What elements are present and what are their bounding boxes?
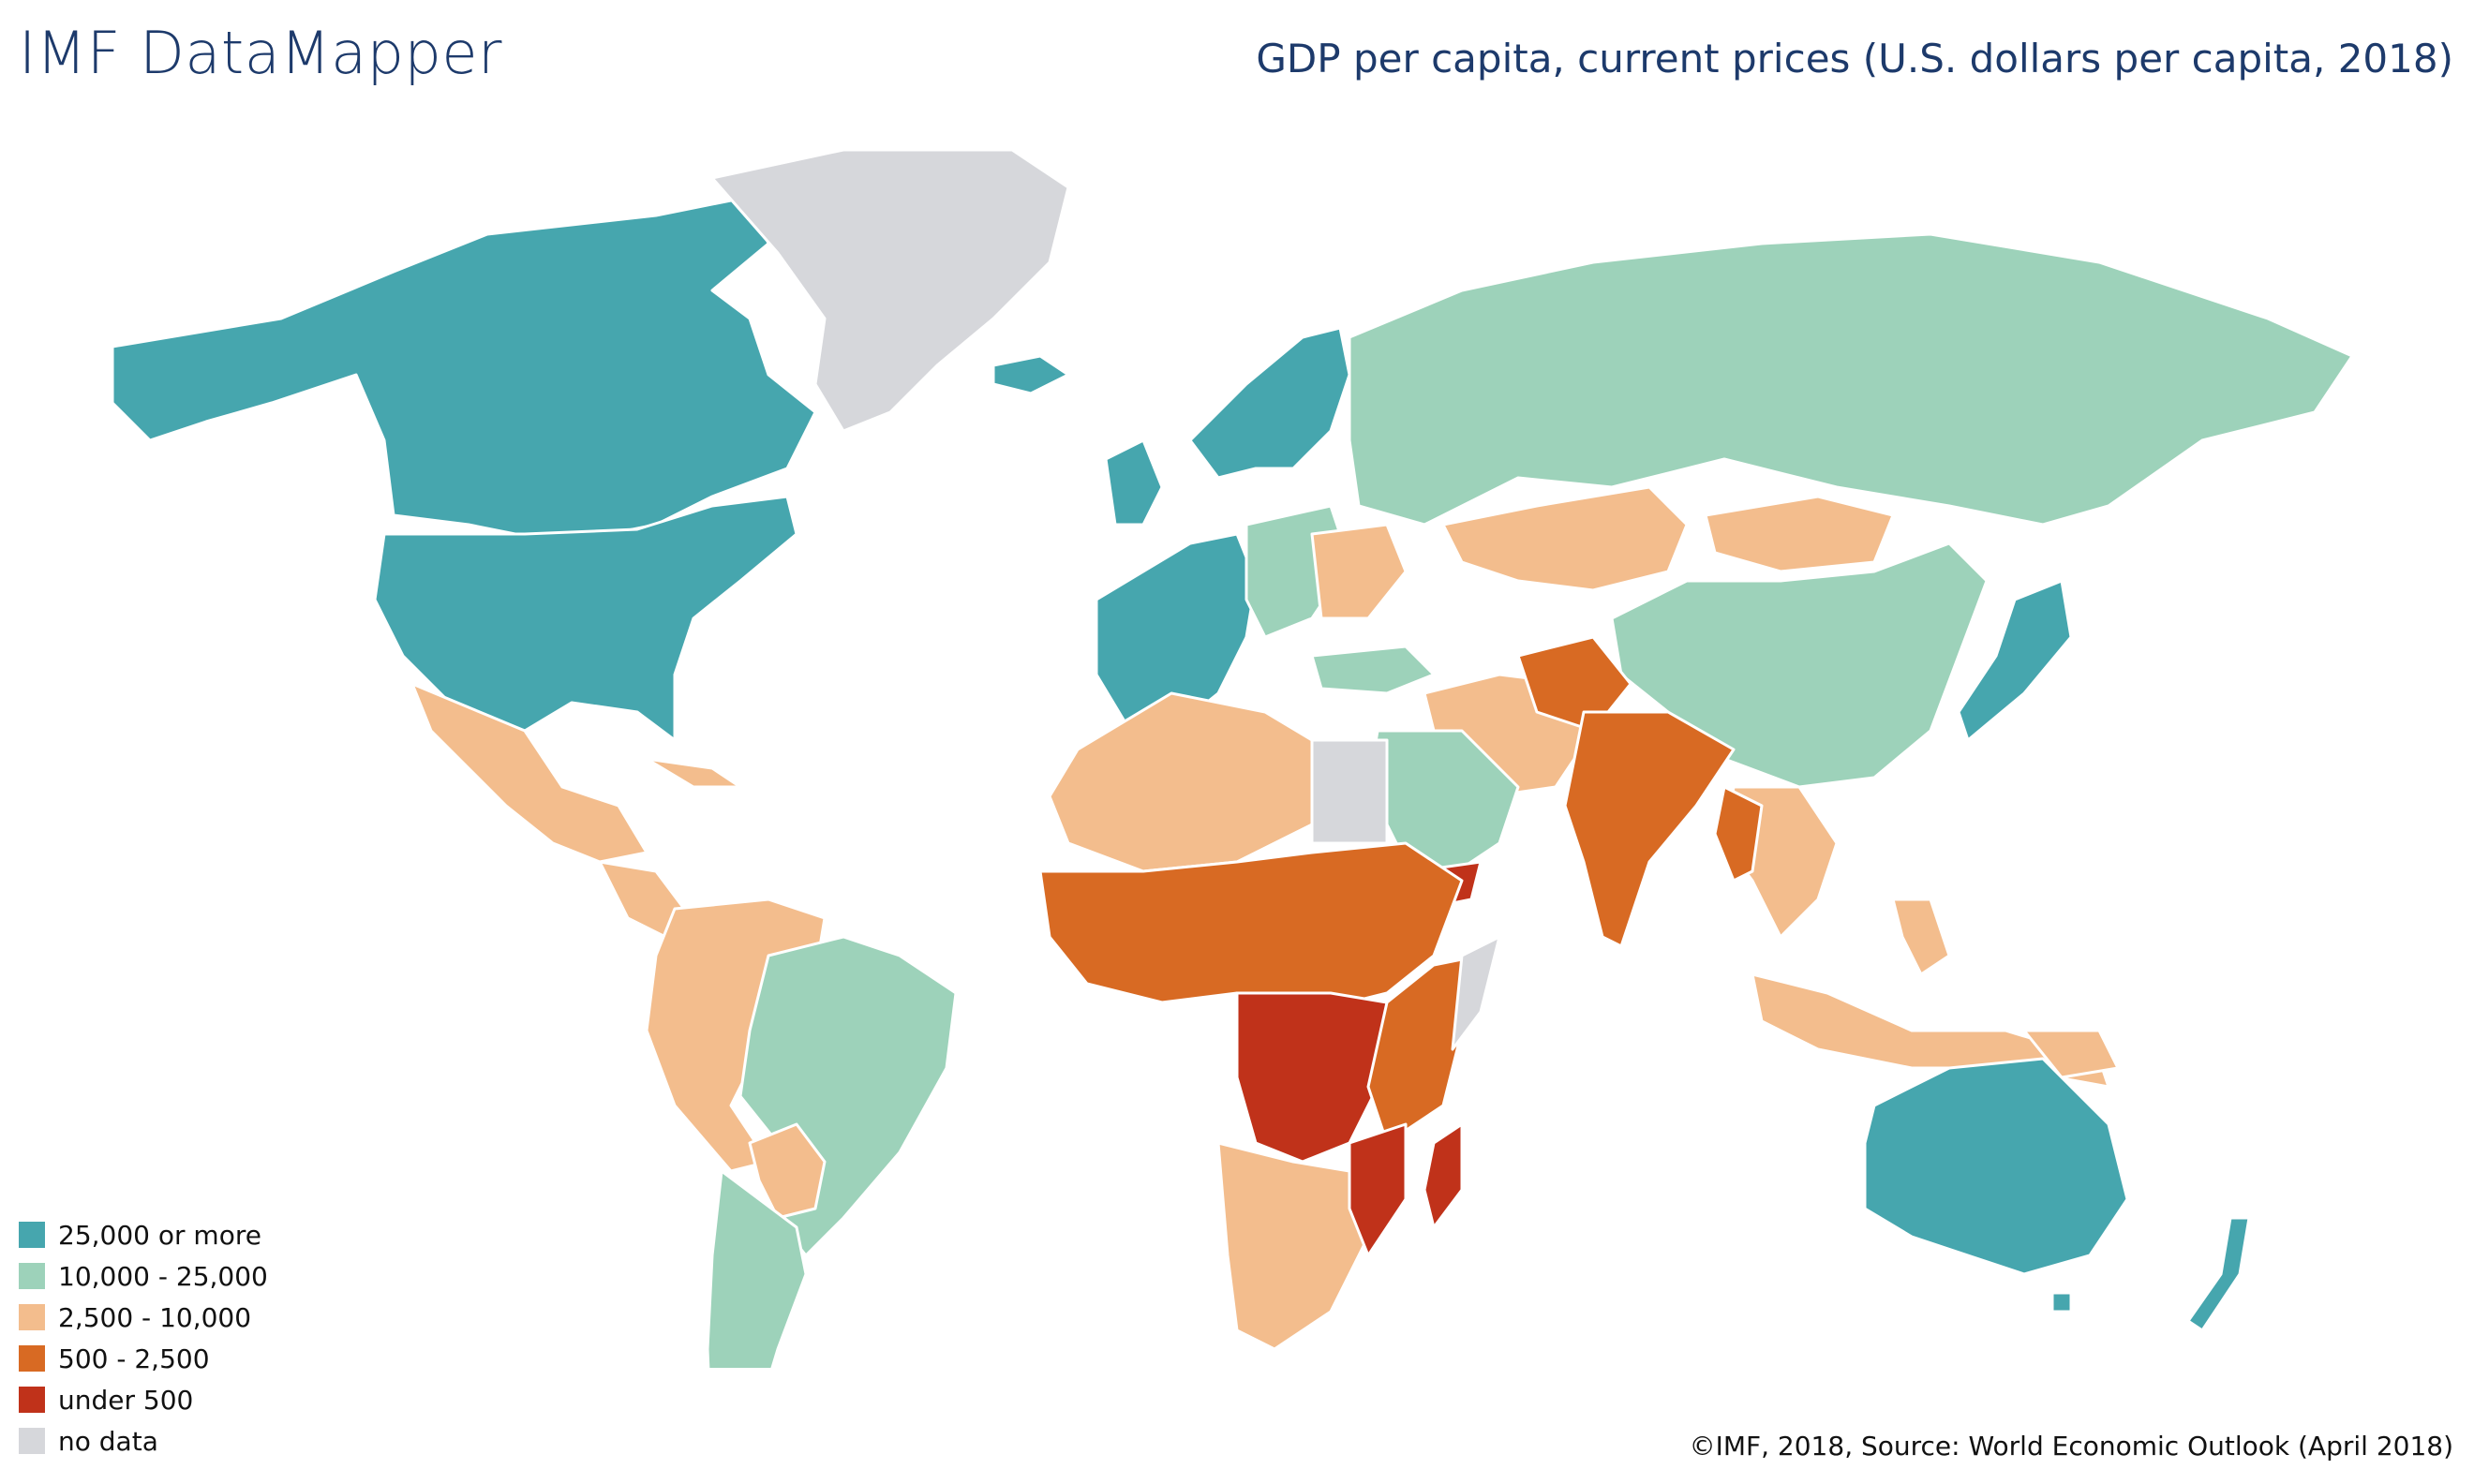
legend-label: 2,500 - 10,000 <box>58 1301 252 1333</box>
region-korea-japan[interactable] <box>1957 579 2073 742</box>
app-title: IMF DataMapper <box>19 19 503 87</box>
region-afghanistan-pakistan[interactable] <box>1516 635 1632 733</box>
region-east-africa[interactable] <box>1366 954 1483 1145</box>
region-egypt-libya-nodata[interactable] <box>1310 738 1389 845</box>
legend-label: under 500 <box>58 1384 194 1416</box>
region-india[interactable] <box>1563 710 1736 948</box>
region-scandinavia[interactable] <box>1188 326 1351 480</box>
region-western-europe[interactable] <box>1095 532 1258 733</box>
source-credit: ©IMF, 2018, Source: World Economic Outlo… <box>1689 1431 2453 1462</box>
region-ukraine-balkans[interactable] <box>1310 523 1408 620</box>
region-somalia[interactable] <box>1451 935 1501 1051</box>
region-iceland[interactable] <box>991 354 1070 395</box>
region-russia[interactable] <box>1348 232 2354 527</box>
legend-swatch <box>19 1345 45 1372</box>
region-australia[interactable] <box>1863 1057 2129 1276</box>
legend-swatch <box>19 1304 45 1330</box>
region-tasmania[interactable] <box>2050 1291 2073 1313</box>
region-kazakhstan[interactable] <box>1441 485 1689 592</box>
legend-item[interactable]: no data <box>19 1420 268 1462</box>
legend-label: no data <box>58 1425 158 1457</box>
world-map[interactable] <box>0 131 2474 1368</box>
region-myanmar[interactable] <box>1713 785 1764 883</box>
region-turkey[interactable] <box>1310 645 1436 695</box>
map-legend: 25,000 or more 10,000 - 25,000 2,500 - 1… <box>19 1214 268 1462</box>
region-central-africa[interactable] <box>1235 991 1389 1164</box>
map-title: GDP per capita, current prices (U.S. dol… <box>1256 36 2453 82</box>
legend-label: 25,000 or more <box>58 1219 261 1251</box>
legend-label: 10,000 - 25,000 <box>58 1260 268 1292</box>
region-mongolia[interactable] <box>1704 495 1895 573</box>
region-caribbean[interactable] <box>645 757 742 789</box>
region-canada[interactable] <box>111 195 817 545</box>
region-indonesia[interactable] <box>1751 972 2110 1089</box>
region-southern-cone[interactable] <box>706 1169 808 1368</box>
legend-swatch <box>19 1428 45 1454</box>
region-bolivia-paraguay[interactable] <box>748 1122 827 1220</box>
region-greenland[interactable] <box>710 148 1070 433</box>
region-british-isles[interactable] <box>1104 438 1164 527</box>
region-madagascar[interactable] <box>1423 1122 1464 1229</box>
legend-item[interactable]: under 500 <box>19 1379 268 1420</box>
legend-item[interactable]: 500 - 2,500 <box>19 1338 268 1379</box>
legend-swatch <box>19 1222 45 1248</box>
region-mozambique-malawi[interactable] <box>1348 1122 1408 1257</box>
legend-swatch <box>19 1387 45 1413</box>
region-southern-africa[interactable] <box>1216 1141 1370 1351</box>
region-north-africa[interactable] <box>1048 691 1314 873</box>
region-new-zealand[interactable] <box>2186 1216 2251 1332</box>
region-papua[interactable] <box>2022 1029 2120 1079</box>
legend-item[interactable]: 25,000 or more <box>19 1214 268 1255</box>
legend-item[interactable]: 2,500 - 10,000 <box>19 1297 268 1338</box>
region-usa[interactable] <box>373 495 798 742</box>
legend-swatch <box>19 1263 45 1289</box>
legend-label: 500 - 2,500 <box>58 1343 210 1374</box>
region-philippines[interactable] <box>1891 898 1951 976</box>
region-sahel-west-africa[interactable] <box>1038 841 1464 1014</box>
legend-item[interactable]: 10,000 - 25,000 <box>19 1255 268 1297</box>
